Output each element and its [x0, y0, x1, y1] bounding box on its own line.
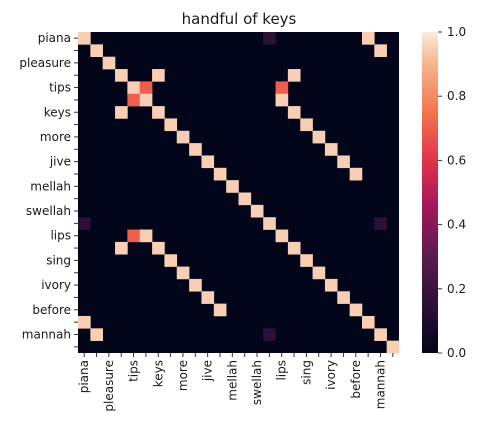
x-tick-label: more: [176, 360, 190, 391]
heatmap-cell: [287, 241, 301, 255]
heatmap-cell: [115, 241, 128, 255]
x-axis-tick-labels: piana pleasure tips keys more jive mellah swell…: [77, 353, 394, 412]
x-tick-label: jive: [201, 360, 215, 382]
x-tick-label: mannah: [373, 360, 387, 409]
heatmap-cell: [115, 69, 128, 82]
heatmap-cell: [90, 328, 103, 341]
heatmap-cell: [275, 229, 289, 243]
heatmap-cell: [189, 143, 202, 156]
x-tick-label: ivory: [324, 360, 338, 390]
heatmap-cell: [102, 56, 116, 70]
heatmap-cell: [349, 303, 363, 317]
y-tick-label: before: [32, 303, 71, 317]
heatmap-cell: [139, 81, 153, 95]
heatmap-cell: [386, 340, 400, 354]
heatmap-cell: [263, 328, 276, 341]
heatmap-cell: [300, 254, 313, 267]
x-tick-label: before: [349, 360, 363, 399]
heatmap-cell: [238, 192, 252, 206]
x-tick-label: mellah: [225, 360, 239, 401]
y-tick-label: sing: [46, 253, 71, 267]
heatmap-cell: [213, 167, 227, 181]
x-tick-label: pleasure: [102, 360, 116, 412]
colorbar-tick-label: 0.0: [447, 346, 466, 360]
heatmap-cell: [361, 32, 375, 45]
heatmap-cell: [324, 143, 338, 156]
heatmap-cell: [90, 44, 103, 57]
heatmap-cell: [300, 118, 313, 132]
heatmap-cell: [176, 130, 190, 144]
heatmap-cell: [189, 278, 202, 292]
x-tick-label: lips: [275, 360, 289, 381]
y-tick-label: more: [40, 130, 71, 144]
heatmap-cell: [337, 291, 350, 304]
heatmap-cell: [361, 315, 375, 329]
y-axis-tick-labels: piana pleasure tips keys more jive mellah swell…: [19, 31, 78, 348]
heatmap-cell: [324, 278, 338, 292]
heatmap-cell: [275, 81, 289, 95]
colorbar-tick-label: 0.4: [447, 218, 466, 232]
heatmap-cell: [115, 106, 128, 119]
heatmap-cell: [287, 69, 301, 82]
heatmap-cell: [164, 118, 178, 132]
y-tick-label: ivory: [41, 278, 71, 292]
colorbar-tick-label: 0.8: [447, 89, 466, 103]
colorbar-tick-label: 0.6: [447, 153, 466, 167]
heatmap-cell: [374, 217, 387, 230]
heatmap-cell: [312, 130, 326, 144]
y-tick-label: jive: [49, 155, 71, 169]
x-tick-label: keys: [151, 360, 165, 387]
heatmap-cell: [127, 229, 141, 243]
heatmap-cell: [287, 106, 301, 119]
x-tick-label: tips: [127, 360, 141, 382]
colorbar-scale: [422, 32, 438, 353]
heatmap-cell: [312, 266, 326, 280]
heatmap-cell: [337, 155, 350, 169]
heatmap-cell: [152, 69, 165, 82]
heatmap-cell: [127, 93, 141, 107]
heatmap-cell: [78, 315, 91, 329]
y-tick-label: piana: [38, 31, 71, 45]
heatmap-cell: [263, 32, 276, 45]
heatmap-cell: [152, 241, 165, 255]
heatmap-cell: [127, 81, 141, 95]
heatmap-cell: [275, 93, 289, 107]
y-tick-label: lips: [50, 229, 71, 243]
x-tick-label: sing: [299, 360, 313, 385]
heatmap-cell: [78, 32, 91, 45]
y-tick-label: pleasure: [19, 56, 71, 70]
heatmap-cell: [164, 254, 178, 267]
heatmap-cell: [374, 44, 387, 57]
y-tick-label: mellah: [30, 179, 71, 193]
heatmap-cell: [226, 180, 239, 193]
x-tick-label: swellah: [250, 360, 264, 405]
heatmap-cell: [374, 328, 387, 341]
colorbar: 0.0 0.2 0.4 0.6 0.8 1.0: [422, 25, 466, 360]
heatmap-cell: [201, 291, 215, 304]
chart-title: handful of keys: [182, 10, 297, 28]
colorbar-tick-label: 0.2: [447, 282, 466, 296]
heatmap-cell: [213, 303, 227, 317]
heatmap-cell: [263, 217, 276, 230]
heatmap-cell: [139, 93, 153, 107]
y-tick-label: swellah: [26, 204, 71, 218]
x-tick-label: piana: [77, 360, 91, 393]
y-tick-label: keys: [44, 105, 71, 119]
heatmap-cell: [152, 106, 165, 119]
heatmap-cell: [78, 217, 91, 230]
heatmap-plot: [78, 32, 400, 354]
colorbar-tick-label: 1.0: [447, 25, 466, 39]
y-tick-label: mannah: [22, 327, 71, 341]
heatmap-cell: [201, 155, 215, 169]
y-tick-label: tips: [49, 81, 71, 95]
heatmap-cell: [349, 167, 363, 181]
heatmap-cell: [139, 229, 153, 243]
heatmap-cell: [250, 204, 264, 218]
heatmap-cell: [176, 266, 190, 280]
